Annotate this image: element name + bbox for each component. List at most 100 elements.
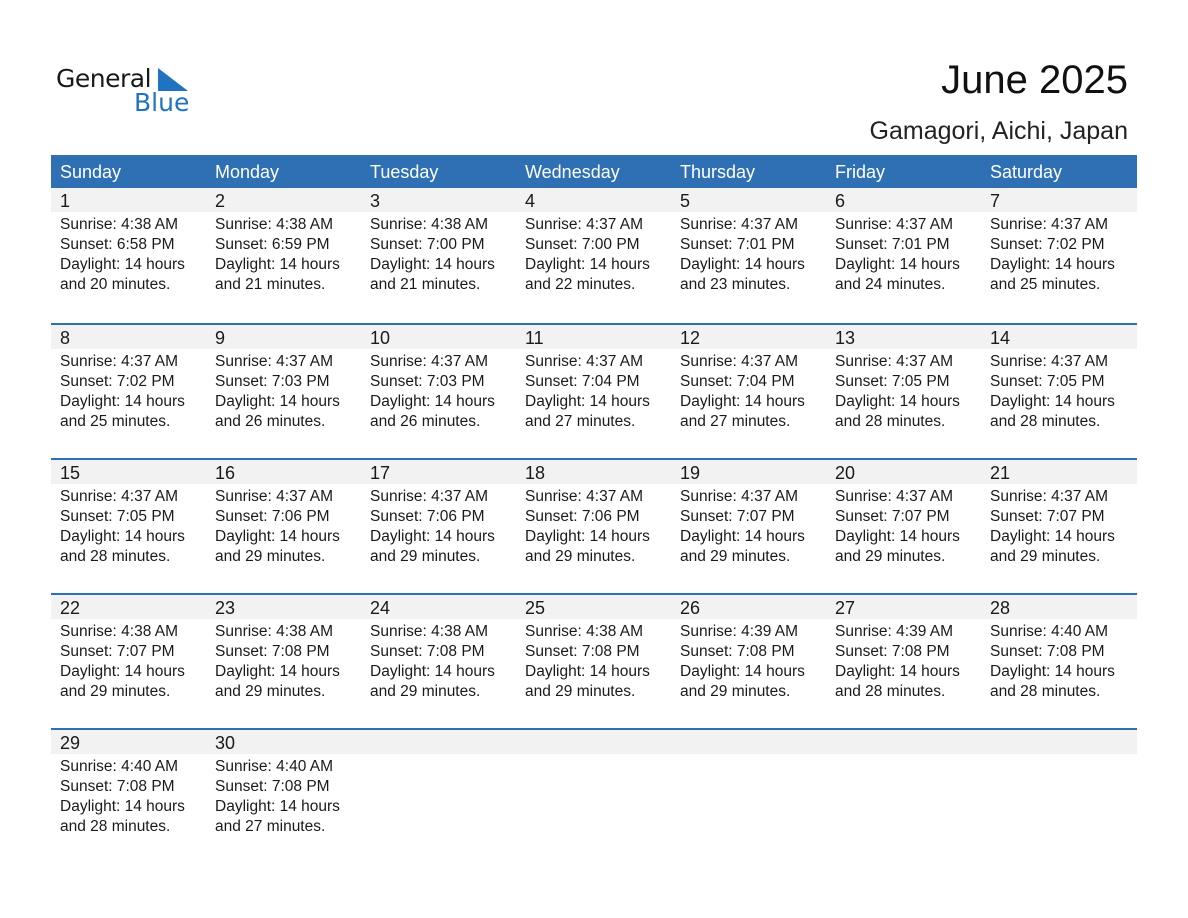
- day-number: 20: [835, 463, 856, 483]
- day-number: 25: [525, 598, 546, 618]
- day-number: 3: [370, 191, 381, 211]
- weekday-label: Saturday: [990, 162, 1063, 182]
- day-daylight: Daylight: 14 hours: [990, 256, 1115, 273]
- day-minutes: and 29 minutes.: [370, 683, 481, 700]
- day-sunrise: Sunrise: 4:38 AM: [370, 216, 489, 233]
- day-sunrise: Sunrise: 4:37 AM: [680, 216, 799, 233]
- day-cell: Sunrise: 4:37 AM Sunset: 7:04 PM Daylight:…: [516, 349, 671, 432]
- page-title: June 2025: [941, 58, 1128, 102]
- day-daylight: Daylight: 14 hours: [835, 528, 960, 545]
- day-cell: Sunrise: 4:38 AM Sunset: 7:08 PM Daylight:…: [206, 619, 361, 702]
- day-sunset: Sunset: 7:08 PM: [680, 643, 795, 660]
- day-daylight: Daylight: 14 hours: [215, 663, 340, 680]
- day-cell: Sunrise: 4:38 AM Sunset: 6:58 PM Daylight:…: [51, 212, 206, 295]
- day-sunset: Sunset: 7:06 PM: [525, 508, 640, 525]
- day-daylight: Daylight: 14 hours: [990, 528, 1115, 545]
- day-cell: Sunrise: 4:38 AM Sunset: 6:59 PM Daylight:…: [206, 212, 361, 295]
- day-daylight: Daylight: 14 hours: [525, 663, 650, 680]
- day-sunset: Sunset: 7:00 PM: [525, 236, 640, 253]
- day-cell: Sunrise: 4:38 AM Sunset: 7:00 PM Daylight:…: [361, 212, 516, 295]
- day-number: 24: [370, 598, 391, 618]
- day-minutes: and 27 minutes.: [215, 818, 326, 835]
- day-minutes: and 29 minutes.: [680, 683, 791, 700]
- day-minutes: and 28 minutes.: [990, 413, 1101, 430]
- day-sunrise: Sunrise: 4:37 AM: [60, 488, 179, 505]
- day-number: 9: [215, 328, 226, 348]
- day-cell: Sunrise: 4:37 AM Sunset: 7:01 PM Daylight:…: [826, 212, 981, 295]
- day-number: 15: [60, 463, 81, 483]
- date-band: 8 9 10 11 12 13 14: [51, 325, 1137, 349]
- day-daylight: Daylight: 14 hours: [680, 256, 805, 273]
- day-daylight: Daylight: 14 hours: [370, 393, 495, 410]
- day-number: [671, 730, 826, 754]
- day-sunrise: Sunrise: 4:39 AM: [835, 623, 954, 640]
- day-cell: Sunrise: 4:37 AM Sunset: 7:02 PM Daylight:…: [981, 212, 1136, 295]
- day-sunrise: Sunrise: 4:37 AM: [525, 216, 644, 233]
- calendar-week: 29 30 Sunrise: 4:40 AM Sunset: 7:08 PM Dayli…: [51, 728, 1137, 863]
- day-number: [361, 730, 516, 754]
- day-number: 2: [215, 191, 226, 211]
- day-daylight: Daylight: 14 hours: [370, 528, 495, 545]
- day-daylight: Daylight: 14 hours: [525, 393, 650, 410]
- day-daylight: Daylight: 14 hours: [835, 256, 960, 273]
- day-cell: Sunrise: 4:37 AM Sunset: 7:05 PM Daylight:…: [981, 349, 1136, 432]
- day-minutes: and 27 minutes.: [680, 413, 791, 430]
- day-number: [826, 730, 981, 754]
- day-minutes: and 29 minutes.: [525, 548, 636, 565]
- day-daylight: Daylight: 14 hours: [60, 528, 185, 545]
- calendar-grid: Sunday Monday Tuesday Wednesday Thursday Frid…: [51, 155, 1137, 863]
- day-cell: Sunrise: 4:37 AM Sunset: 7:02 PM Daylight:…: [51, 349, 206, 432]
- day-sunset: Sunset: 7:07 PM: [60, 643, 175, 660]
- day-sunset: Sunset: 7:03 PM: [215, 373, 330, 390]
- day-number: 26: [680, 598, 701, 618]
- day-sunset: Sunset: 7:02 PM: [60, 373, 175, 390]
- day-sunrise: Sunrise: 4:40 AM: [215, 758, 334, 775]
- weekday-label: Sunday: [60, 162, 122, 182]
- day-sunset: Sunset: 7:03 PM: [370, 373, 485, 390]
- day-cell: Sunrise: 4:38 AM Sunset: 7:08 PM Daylight:…: [516, 619, 671, 702]
- day-details-row: Sunrise: 4:38 AM Sunset: 6:58 PM Daylight:…: [51, 212, 1137, 295]
- day-cell: Sunrise: 4:37 AM Sunset: 7:06 PM Daylight:…: [516, 484, 671, 567]
- day-minutes: and 29 minutes.: [370, 548, 481, 565]
- day-sunrise: Sunrise: 4:37 AM: [215, 488, 334, 505]
- day-sunrise: Sunrise: 4:38 AM: [525, 623, 644, 640]
- day-sunset: Sunset: 7:01 PM: [835, 236, 950, 253]
- day-number: 10: [370, 328, 391, 348]
- day-sunset: Sunset: 7:02 PM: [990, 236, 1105, 253]
- calendar-week: 1 2 3 4 5 6 7 Sunrise: 4:38 AM Sunset: 6:58 PM Da…: [51, 188, 1137, 323]
- day-daylight: Daylight: 14 hours: [525, 256, 650, 273]
- day-number: 29: [60, 733, 81, 753]
- day-minutes: and 25 minutes.: [60, 413, 171, 430]
- day-sunset: Sunset: 7:07 PM: [835, 508, 950, 525]
- location-subtitle: Gamagori, Aichi, Japan: [869, 117, 1128, 145]
- day-daylight: Daylight: 14 hours: [990, 393, 1115, 410]
- day-details-row: Sunrise: 4:37 AM Sunset: 7:05 PM Daylight:…: [51, 484, 1137, 567]
- day-cell: Sunrise: 4:37 AM Sunset: 7:04 PM Daylight:…: [671, 349, 826, 432]
- day-cell: Sunrise: 4:37 AM Sunset: 7:07 PM Daylight:…: [671, 484, 826, 567]
- day-daylight: Daylight: 14 hours: [215, 528, 340, 545]
- day-minutes: and 26 minutes.: [370, 413, 481, 430]
- day-sunrise: Sunrise: 4:37 AM: [215, 353, 334, 370]
- day-cell: [671, 754, 826, 837]
- logo-text-blue: Blue: [134, 88, 190, 117]
- day-sunrise: Sunrise: 4:37 AM: [60, 353, 179, 370]
- day-number: 22: [60, 598, 81, 618]
- day-sunrise: Sunrise: 4:38 AM: [370, 623, 489, 640]
- day-minutes: and 22 minutes.: [525, 276, 636, 293]
- day-number: 13: [835, 328, 856, 348]
- day-daylight: Daylight: 14 hours: [525, 528, 650, 545]
- day-sunset: Sunset: 6:59 PM: [215, 236, 330, 253]
- day-cell: Sunrise: 4:37 AM Sunset: 7:05 PM Daylight:…: [826, 349, 981, 432]
- day-minutes: and 29 minutes.: [215, 548, 326, 565]
- day-details-row: Sunrise: 4:38 AM Sunset: 7:07 PM Daylight:…: [51, 619, 1137, 702]
- day-sunset: Sunset: 7:00 PM: [370, 236, 485, 253]
- day-daylight: Daylight: 14 hours: [60, 798, 185, 815]
- weekday-label: Monday: [215, 162, 280, 182]
- day-cell: Sunrise: 4:37 AM Sunset: 7:05 PM Daylight:…: [51, 484, 206, 567]
- day-sunrise: Sunrise: 4:39 AM: [680, 623, 799, 640]
- day-sunrise: Sunrise: 4:37 AM: [525, 353, 644, 370]
- date-band: 15 16 17 18 19 20 21: [51, 460, 1137, 484]
- calendar-week: 15 16 17 18 19 20 21 Sunrise: 4:37 AM Sunset: 7:…: [51, 458, 1137, 593]
- calendar-week: 22 23 24 25 26 27 28 Sunrise: 4:38 AM Sunset: 7:…: [51, 593, 1137, 728]
- day-sunrise: Sunrise: 4:37 AM: [835, 353, 954, 370]
